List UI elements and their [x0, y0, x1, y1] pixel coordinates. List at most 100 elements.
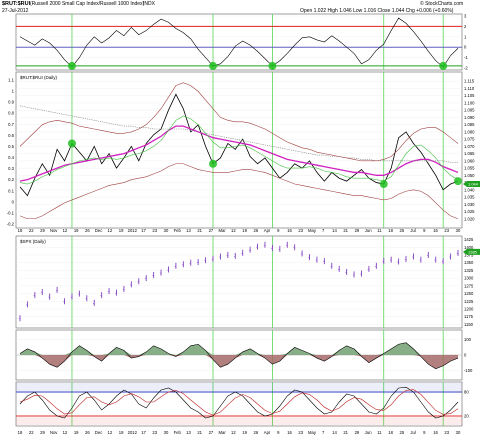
- panel-indicator-top: 3 2 1 0 -1 -2: [15, 13, 468, 71]
- y-tick-label: 1.085: [464, 122, 475, 127]
- x-tick-label: 7: [322, 430, 325, 435]
- x-tick-label: 19: [119, 430, 124, 435]
- x-tick-label: 19: [74, 430, 79, 435]
- y-tick-label: 0: [464, 45, 467, 50]
- x-tick-label: 25: [400, 228, 405, 233]
- x-tick-label: 18: [18, 228, 23, 233]
- x-tick-label: 23: [152, 430, 157, 435]
- x-tick-label: 14: [332, 430, 337, 435]
- y-tick-label: 100: [464, 337, 472, 342]
- y-tick-label: 1.020: [464, 216, 475, 221]
- header-name: (Russell 2000 Small Cap Index/Russell 10…: [30, 1, 145, 7]
- signal-marker: [439, 61, 448, 70]
- x-tick-label: 21: [197, 430, 202, 435]
- x-tick-label: 26: [254, 228, 259, 233]
- x-tick-label: 23: [444, 430, 449, 435]
- signal-marker: [209, 159, 218, 168]
- panel-frame: [15, 381, 463, 427]
- x-tick-label: Mar: [219, 228, 227, 233]
- series-line-slow: [19, 389, 459, 416]
- x-tick-label: 19: [242, 430, 247, 435]
- y-tick-label: 1300: [464, 276, 474, 281]
- left-tick-label: 0.8: [8, 111, 14, 116]
- y-tick-label: 1375: [464, 252, 474, 257]
- panel-price: 1.1151.1101.1051.1001.0951.0901.0851.080…: [7, 71, 480, 229]
- x-tick-label: 30: [164, 228, 169, 233]
- x-axis-row-0: 18 22 29 Nov 12 19 26 Dec 12 19 2012 17 23 30 Feb 13 21 2…: [18, 228, 461, 233]
- x-tick-label: 14: [332, 228, 337, 233]
- y-tick-label: 1.075: [464, 137, 475, 142]
- x-tick-label: 2012: [128, 430, 138, 435]
- y-tick-label: -2: [464, 66, 468, 71]
- x-tick-label: Jun: [365, 228, 372, 233]
- header-quote: Open 1.022 High 1.046 Low 1.016 Close 1.…: [300, 8, 454, 14]
- y-tick-label: 1.050: [464, 173, 475, 178]
- x-tick-label: 18: [18, 430, 23, 435]
- x-tick-label: 29: [355, 228, 360, 233]
- x-tick-label: 18: [388, 228, 393, 233]
- y-tick-label: 1250: [464, 291, 474, 296]
- series-line-ma-magenta: [19, 125, 459, 182]
- y-tick-label: 1.115: [464, 79, 475, 84]
- panel-frame: [15, 13, 463, 71]
- left-tick-label: 0.7: [8, 122, 14, 127]
- x-tick-label: 16: [433, 430, 438, 435]
- x-tick-label: 23: [444, 228, 449, 233]
- x-tick-label: Jul: [410, 228, 415, 233]
- y-tick-label: 20: [464, 414, 469, 419]
- y-tick-label: 1.040: [464, 187, 475, 192]
- y-tick-label: 3: [464, 14, 467, 19]
- x-tick-label: 29: [40, 430, 45, 435]
- panel-frame: [15, 71, 463, 229]
- x-tick-label: 19: [242, 228, 247, 233]
- x-tick-label: 12: [108, 430, 113, 435]
- x-tick-label: 13: [186, 430, 191, 435]
- x-tick-label: 17: [141, 228, 146, 233]
- x-tick-label: Dec: [95, 228, 102, 233]
- x-tick-label: 9: [423, 228, 426, 233]
- x-tick-label: Feb: [174, 430, 182, 435]
- x-tick-label: 9: [277, 228, 280, 233]
- x-tick-label: 30: [456, 228, 461, 233]
- y-tick-label: 1225: [464, 299, 474, 304]
- x-tick-label: 12: [63, 430, 68, 435]
- y-tick-label: 1400: [464, 245, 474, 250]
- y-tick-label: 1: [464, 34, 467, 39]
- x-tick-label: Dec: [95, 430, 102, 435]
- y-tick-label: 1.095: [464, 108, 475, 113]
- series-line-ma-long: [19, 105, 458, 163]
- y-tick-label: 1.070: [464, 144, 475, 149]
- x-tick-label: 19: [74, 228, 79, 233]
- y-tick-label: 1.090: [464, 115, 475, 120]
- y-tick-label: 1.065: [464, 151, 475, 156]
- x-tick-label: 17: [141, 430, 146, 435]
- y-tick-label: 1200: [464, 307, 474, 312]
- y-tick-label: 1275: [464, 283, 474, 288]
- y-tick-label: 1350: [464, 260, 474, 265]
- x-tick-label: Nov: [50, 430, 58, 435]
- series-line-main: [19, 17, 459, 68]
- panel-frame: [15, 235, 463, 329]
- x-tick-label: 30: [164, 430, 169, 435]
- y-tick-label: 1175: [464, 314, 474, 319]
- y-tick-label: 1.105: [464, 93, 475, 98]
- panel-oscillator-1: 100 0 -100: [15, 329, 473, 381]
- oscillator-line: [19, 342, 459, 370]
- x-tick-label: 23: [298, 228, 303, 233]
- header-symbol: $RUT:$RUI: [2, 1, 31, 7]
- signal-marker: [454, 177, 462, 186]
- x-tick-label: 26: [85, 228, 90, 233]
- x-tick-label: Feb: [174, 228, 182, 233]
- x-tick-label: Jun: [365, 430, 372, 435]
- x-tick-label: 16: [433, 228, 438, 233]
- x-tick-label: 22: [29, 430, 34, 435]
- x-tick-label: Nov: [50, 228, 58, 233]
- y-tick-label: 1.060: [464, 158, 475, 163]
- x-tick-label: 25: [400, 430, 405, 435]
- left-tick-label: 1: [12, 89, 15, 94]
- left-tick-label: -0.1: [7, 210, 15, 215]
- panel-spx: 1425 1400 1375 1350 1325 1300 1275 1250 1225 1200…: [15, 235, 480, 329]
- x-tick-label: May: [308, 430, 317, 435]
- x-tick-label: 26: [85, 430, 90, 435]
